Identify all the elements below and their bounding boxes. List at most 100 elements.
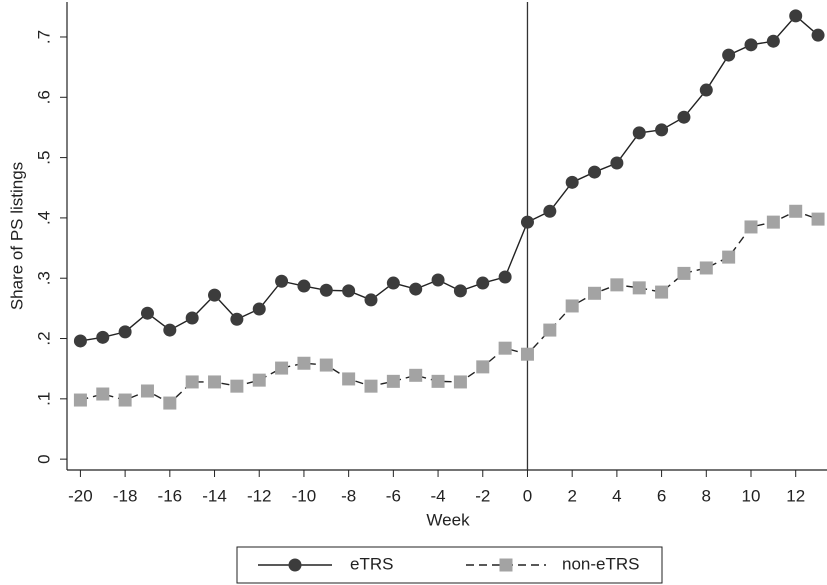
data-point	[766, 34, 780, 48]
data-point	[319, 283, 333, 297]
data-point	[476, 276, 490, 290]
x-tick-label: -14	[202, 486, 227, 505]
data-point	[297, 279, 311, 293]
data-point	[632, 281, 646, 295]
data-point	[811, 28, 825, 42]
data-point	[744, 220, 758, 234]
x-axis-label: Week	[426, 510, 470, 529]
data-point	[140, 306, 154, 320]
data-point	[96, 387, 110, 401]
legend-marker	[499, 558, 513, 572]
data-point	[677, 110, 691, 124]
data-point	[409, 368, 423, 382]
data-point	[364, 293, 378, 307]
data-point	[96, 330, 110, 344]
data-point	[632, 126, 646, 140]
y-tick-label: .7	[34, 30, 53, 44]
x-tick-label: 10	[742, 486, 761, 505]
x-tick-label: 2	[567, 486, 576, 505]
x-tick-label: 0	[523, 486, 532, 505]
data-point	[565, 299, 579, 313]
y-axis-label: Share of PS listings	[7, 162, 26, 310]
data-point	[677, 266, 691, 280]
data-point	[476, 360, 490, 374]
series-line	[80, 210, 819, 404]
data-point	[543, 204, 557, 218]
x-tick-label: -6	[386, 486, 401, 505]
x-tick-label: -8	[341, 486, 356, 505]
legend-label: eTRS	[350, 554, 393, 573]
data-point	[364, 379, 378, 393]
data-point	[342, 372, 356, 386]
y-tick-label: .4	[34, 211, 53, 225]
data-point	[386, 374, 400, 388]
x-tick-label: -16	[158, 486, 183, 505]
data-point	[610, 278, 624, 292]
data-point	[789, 204, 803, 218]
data-point	[185, 375, 199, 389]
data-point	[319, 358, 333, 372]
data-point	[453, 375, 467, 389]
x-tick-label: 12	[786, 486, 805, 505]
x-tick-label: -10	[292, 486, 317, 505]
data-point	[208, 375, 222, 389]
data-point	[722, 48, 736, 62]
data-point	[163, 396, 177, 410]
x-tick-label: -2	[475, 486, 490, 505]
data-point	[297, 356, 311, 370]
data-point	[498, 341, 512, 355]
data-point	[744, 38, 758, 52]
x-tick-label: 8	[702, 486, 711, 505]
data-point	[789, 9, 803, 23]
data-point	[386, 276, 400, 290]
y-tick-label: .5	[34, 151, 53, 165]
data-point	[409, 282, 423, 296]
data-point	[275, 274, 289, 288]
data-point	[230, 379, 244, 393]
data-point	[342, 284, 356, 298]
data-point	[431, 273, 445, 287]
data-point	[230, 312, 244, 326]
data-point	[699, 83, 713, 97]
data-point	[655, 123, 669, 137]
data-point	[73, 334, 87, 348]
data-point	[163, 323, 177, 337]
x-tick-label: -18	[113, 486, 138, 505]
data-point	[118, 393, 132, 407]
data-point	[588, 165, 602, 179]
data-point	[453, 284, 467, 298]
data-point	[766, 215, 780, 229]
data-point	[498, 270, 512, 284]
data-point	[275, 361, 289, 375]
legend-label: non-eTRS	[562, 554, 639, 573]
data-point	[140, 384, 154, 398]
x-tick-label: -12	[247, 486, 272, 505]
data-point	[252, 302, 266, 316]
data-point	[431, 374, 445, 388]
y-tick-label: .6	[34, 90, 53, 104]
series-line	[80, 14, 819, 342]
data-point	[520, 347, 534, 361]
data-point	[811, 212, 825, 226]
legend-box	[236, 546, 663, 584]
y-tick-label: .2	[34, 331, 53, 345]
y-tick-label: 0	[34, 454, 53, 463]
x-tick-label: 6	[657, 486, 666, 505]
data-point	[252, 373, 266, 387]
data-point	[655, 285, 669, 299]
data-point	[565, 175, 579, 189]
legend-marker	[288, 558, 302, 572]
data-point	[520, 215, 534, 229]
data-point	[185, 311, 199, 325]
x-tick-label: -4	[430, 486, 445, 505]
data-point	[610, 156, 624, 170]
data-point	[699, 261, 713, 275]
data-point	[73, 393, 87, 407]
data-point	[118, 325, 132, 339]
x-tick-label: -20	[68, 486, 93, 505]
data-point	[722, 250, 736, 264]
data-point	[543, 323, 557, 337]
x-tick-label: 4	[612, 486, 621, 505]
data-point	[208, 288, 222, 302]
